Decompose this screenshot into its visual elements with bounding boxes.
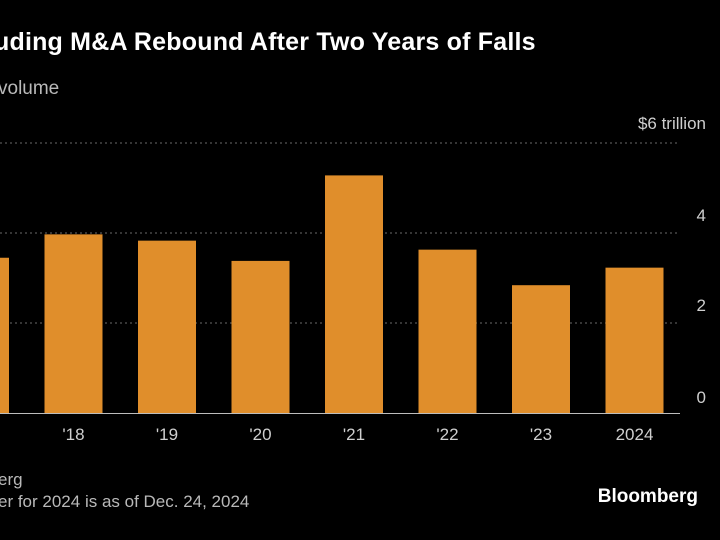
x-tick-label: '22 xyxy=(436,425,458,444)
source-text: erg xyxy=(0,470,23,489)
footnote-text: er for 2024 is as of Dec. 24, 2024 xyxy=(0,492,250,511)
bar xyxy=(0,257,9,413)
bar xyxy=(418,249,477,413)
y-tick-label: 0 xyxy=(697,388,706,407)
y-tick-label: 4 xyxy=(697,206,706,225)
chart-subtitle: volume xyxy=(0,78,60,99)
x-tick-label: 2024 xyxy=(616,425,654,444)
x-tick-label: '23 xyxy=(530,425,552,444)
bar xyxy=(325,175,383,413)
y-tick-label: 2 xyxy=(697,296,706,315)
bloomberg-logo: Bloomberg xyxy=(597,486,698,507)
axes: 0 2 4 $6 trillion '18 '19 '20 '21 '22 '23 2024 xyxy=(0,114,706,444)
bar xyxy=(512,285,570,413)
bar xyxy=(231,260,290,413)
x-tick-label: '19 xyxy=(156,425,178,444)
bars xyxy=(0,175,664,413)
x-tick-label: '20 xyxy=(249,425,271,444)
chart-title: uding M&A Rebound After Two Years of Fal… xyxy=(0,28,536,56)
x-tick-label: '21 xyxy=(343,425,365,444)
y-tick-label: $6 trillion xyxy=(638,114,706,133)
bar xyxy=(605,267,664,413)
bar xyxy=(138,240,196,413)
bar xyxy=(44,234,103,413)
x-tick-label: '18 xyxy=(62,425,84,444)
